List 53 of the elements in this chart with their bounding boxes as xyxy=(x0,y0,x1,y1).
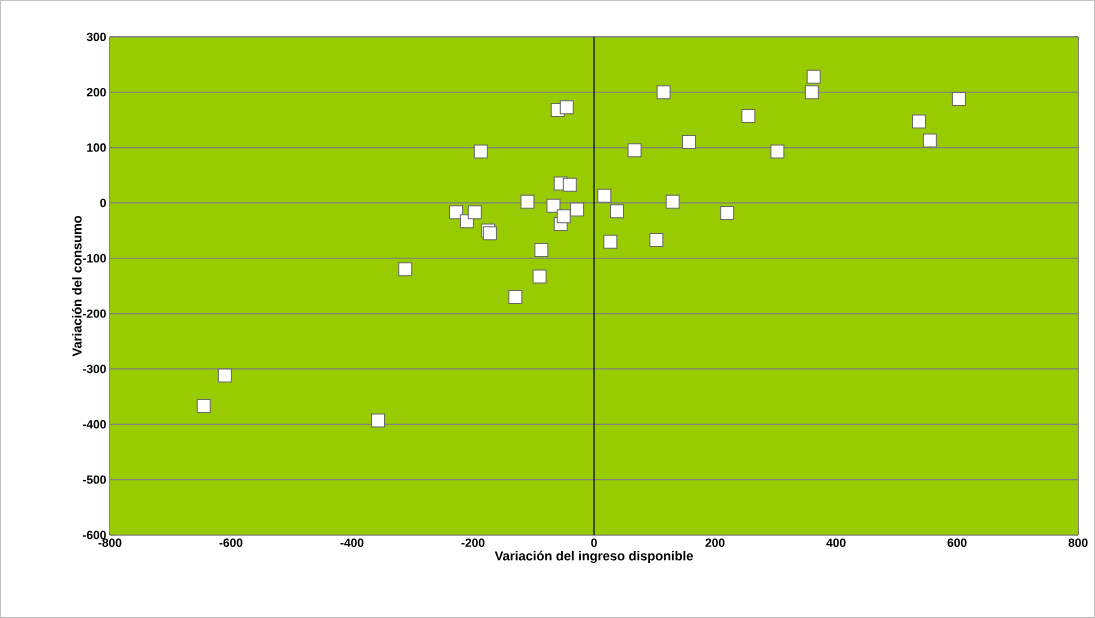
point xyxy=(603,234,618,249)
y-tick-label: -600 xyxy=(82,530,106,540)
point xyxy=(804,85,819,100)
point xyxy=(196,399,211,414)
x-tick-label: 0 xyxy=(591,538,597,548)
point xyxy=(534,243,549,258)
y-tick-label: 300 xyxy=(86,32,106,42)
point xyxy=(951,91,966,106)
point xyxy=(556,209,571,224)
point xyxy=(532,269,547,284)
point xyxy=(806,69,821,84)
point xyxy=(665,194,680,209)
point xyxy=(597,188,612,203)
x-tick-label: 200 xyxy=(705,538,725,548)
point xyxy=(370,413,385,428)
y-tick-label: -200 xyxy=(82,309,106,318)
y-tick-label: -300 xyxy=(82,364,106,374)
point xyxy=(682,135,697,150)
y-tick-label: -100 xyxy=(82,254,106,263)
point xyxy=(559,100,574,115)
x-axis-title: Variación del ingreso disponible xyxy=(494,550,693,564)
y-tick-label: 0 xyxy=(100,198,106,208)
x-tick-label: -600 xyxy=(219,538,243,548)
x-tick-label: -200 xyxy=(461,538,485,548)
point xyxy=(467,205,482,220)
point xyxy=(520,194,535,209)
x-tick-label: 800 xyxy=(1068,538,1088,548)
x-tick-label: 400 xyxy=(826,538,846,548)
point xyxy=(610,204,625,219)
point xyxy=(473,144,488,159)
point xyxy=(508,290,523,305)
y-tick-label: -500 xyxy=(82,475,106,484)
point xyxy=(720,205,735,220)
point xyxy=(649,233,664,248)
point xyxy=(922,133,937,148)
y-tick-label: 100 xyxy=(87,143,106,152)
y-tick-label: 200 xyxy=(86,88,106,97)
y-tick-label: -400 xyxy=(82,420,106,429)
x-tick-label: -800 xyxy=(98,538,122,548)
point xyxy=(546,198,561,213)
x-tick-label: -400 xyxy=(340,538,364,548)
point xyxy=(217,368,232,383)
point xyxy=(398,262,413,277)
point xyxy=(449,205,464,220)
point xyxy=(770,144,785,159)
point xyxy=(911,114,926,129)
y-axis-title: Variación del consumo xyxy=(72,215,82,357)
point xyxy=(741,109,756,124)
point xyxy=(562,177,577,192)
point xyxy=(627,143,642,158)
x-tick-label: 600 xyxy=(947,538,967,548)
point xyxy=(570,202,585,217)
point xyxy=(656,85,671,100)
